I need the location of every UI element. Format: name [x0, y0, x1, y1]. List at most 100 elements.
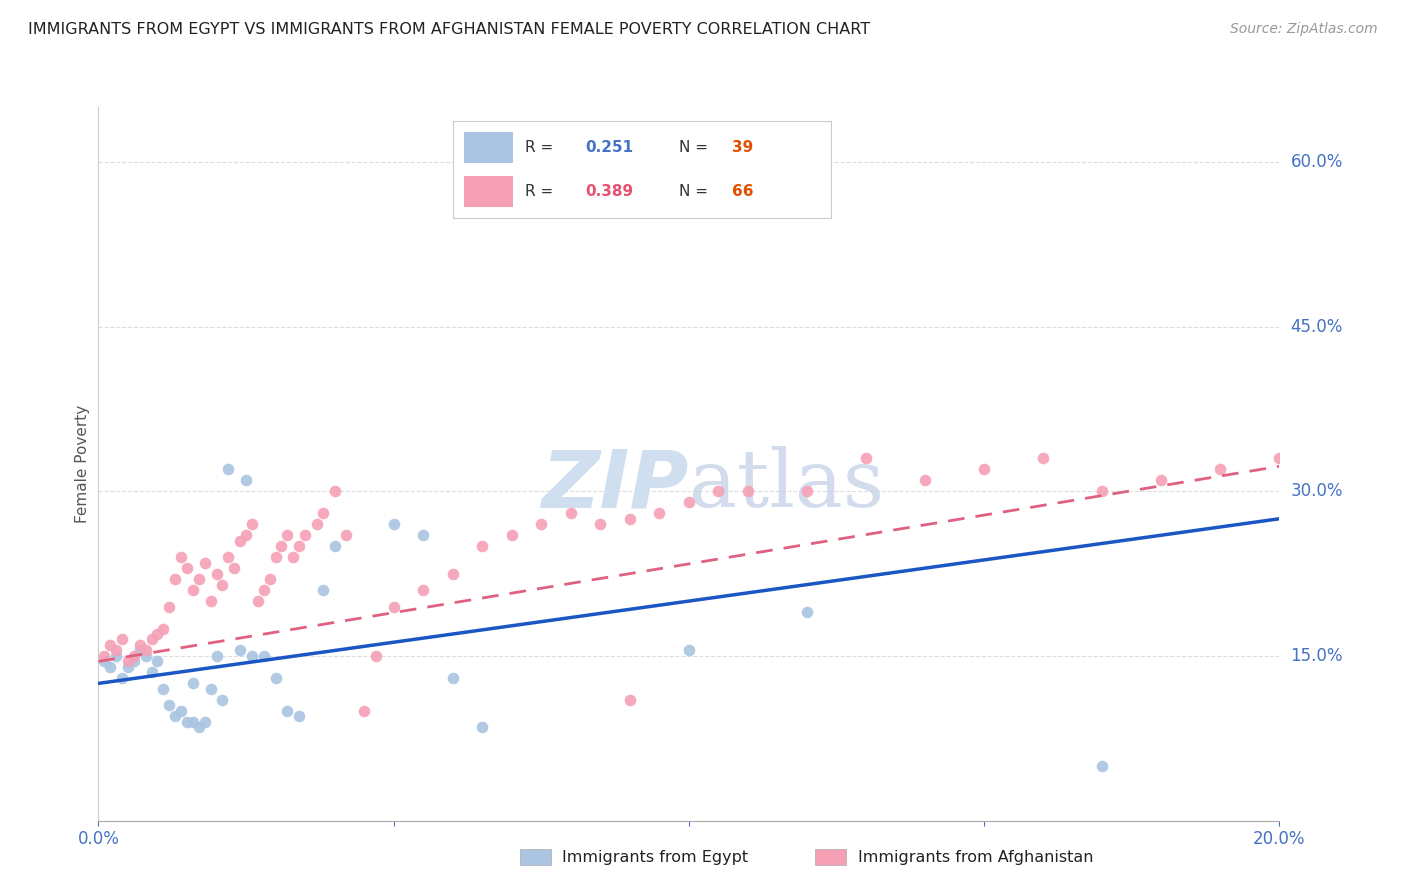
- Point: [135, 643, 157, 657]
- Point: [1386, 429, 1406, 443]
- Point: [1150, 473, 1173, 487]
- Point: [382, 599, 405, 614]
- Point: [157, 698, 180, 713]
- Point: [128, 638, 150, 652]
- Point: [240, 648, 263, 663]
- Point: [973, 462, 995, 476]
- Point: [93, 648, 115, 663]
- Point: [1268, 451, 1291, 466]
- Point: [117, 660, 139, 674]
- Point: [146, 655, 169, 669]
- Point: [678, 495, 700, 509]
- Point: [141, 632, 163, 647]
- Point: [1091, 758, 1114, 772]
- Text: 60.0%: 60.0%: [1291, 153, 1343, 171]
- Point: [181, 676, 204, 690]
- Point: [1209, 462, 1232, 476]
- Point: [323, 484, 346, 499]
- Point: [276, 528, 298, 542]
- Point: [122, 648, 145, 663]
- Point: [707, 484, 730, 499]
- Point: [796, 605, 818, 619]
- Point: [135, 648, 157, 663]
- Point: [152, 622, 174, 636]
- Point: [170, 704, 193, 718]
- Point: [364, 648, 387, 663]
- Text: Immigrants from Egypt: Immigrants from Egypt: [562, 850, 748, 864]
- Point: [560, 506, 582, 520]
- Text: IMMIGRANTS FROM EGYPT VS IMMIGRANTS FROM AFGHANISTAN FEMALE POVERTY CORRELATION : IMMIGRANTS FROM EGYPT VS IMMIGRANTS FROM…: [28, 22, 870, 37]
- Text: ZIP: ZIP: [541, 446, 689, 524]
- Point: [1327, 441, 1350, 455]
- Point: [412, 528, 434, 542]
- Point: [217, 462, 239, 476]
- Point: [335, 528, 357, 542]
- Point: [914, 473, 936, 487]
- Point: [441, 671, 464, 685]
- Point: [305, 517, 328, 532]
- Text: 45.0%: 45.0%: [1291, 318, 1343, 335]
- Point: [111, 671, 134, 685]
- Y-axis label: Female Poverty: Female Poverty: [75, 405, 90, 523]
- Point: [211, 693, 233, 707]
- Point: [176, 561, 198, 575]
- Point: [259, 572, 281, 586]
- Point: [530, 517, 553, 532]
- Point: [323, 539, 346, 553]
- Point: [678, 643, 700, 657]
- Text: 15.0%: 15.0%: [1291, 647, 1343, 665]
- Point: [619, 693, 641, 707]
- Point: [264, 671, 287, 685]
- Point: [235, 528, 257, 542]
- Point: [1032, 451, 1054, 466]
- Point: [146, 627, 169, 641]
- Point: [1091, 484, 1114, 499]
- Point: [157, 599, 180, 614]
- Point: [224, 561, 246, 575]
- Point: [382, 517, 405, 532]
- Point: [796, 484, 818, 499]
- Point: [229, 533, 252, 548]
- Point: [200, 594, 222, 608]
- Point: [165, 572, 187, 586]
- Point: [105, 648, 128, 663]
- Point: [441, 566, 464, 581]
- Point: [205, 566, 228, 581]
- Point: [181, 714, 204, 729]
- Text: Immigrants from Afghanistan: Immigrants from Afghanistan: [858, 850, 1092, 864]
- Point: [589, 517, 612, 532]
- Point: [619, 512, 641, 526]
- Point: [240, 517, 263, 532]
- Point: [122, 655, 145, 669]
- Point: [93, 655, 115, 669]
- Point: [141, 665, 163, 680]
- Text: 30.0%: 30.0%: [1291, 483, 1343, 500]
- Point: [111, 632, 134, 647]
- Text: Source: ZipAtlas.com: Source: ZipAtlas.com: [1230, 22, 1378, 37]
- Point: [294, 528, 316, 542]
- Point: [288, 709, 311, 723]
- Point: [165, 709, 187, 723]
- Point: [235, 473, 257, 487]
- Point: [648, 506, 671, 520]
- Point: [471, 539, 494, 553]
- Point: [176, 714, 198, 729]
- Point: [412, 583, 434, 598]
- Point: [276, 704, 298, 718]
- Point: [471, 720, 494, 734]
- Point: [200, 681, 222, 696]
- Point: [312, 506, 335, 520]
- Point: [353, 704, 375, 718]
- Point: [253, 583, 276, 598]
- Point: [253, 648, 276, 663]
- Point: [288, 539, 311, 553]
- Point: [181, 583, 204, 598]
- Point: [270, 539, 292, 553]
- Point: [98, 660, 121, 674]
- Point: [737, 484, 759, 499]
- Point: [312, 583, 335, 598]
- Point: [217, 550, 239, 565]
- Point: [205, 648, 228, 663]
- Point: [187, 572, 209, 586]
- Point: [152, 681, 174, 696]
